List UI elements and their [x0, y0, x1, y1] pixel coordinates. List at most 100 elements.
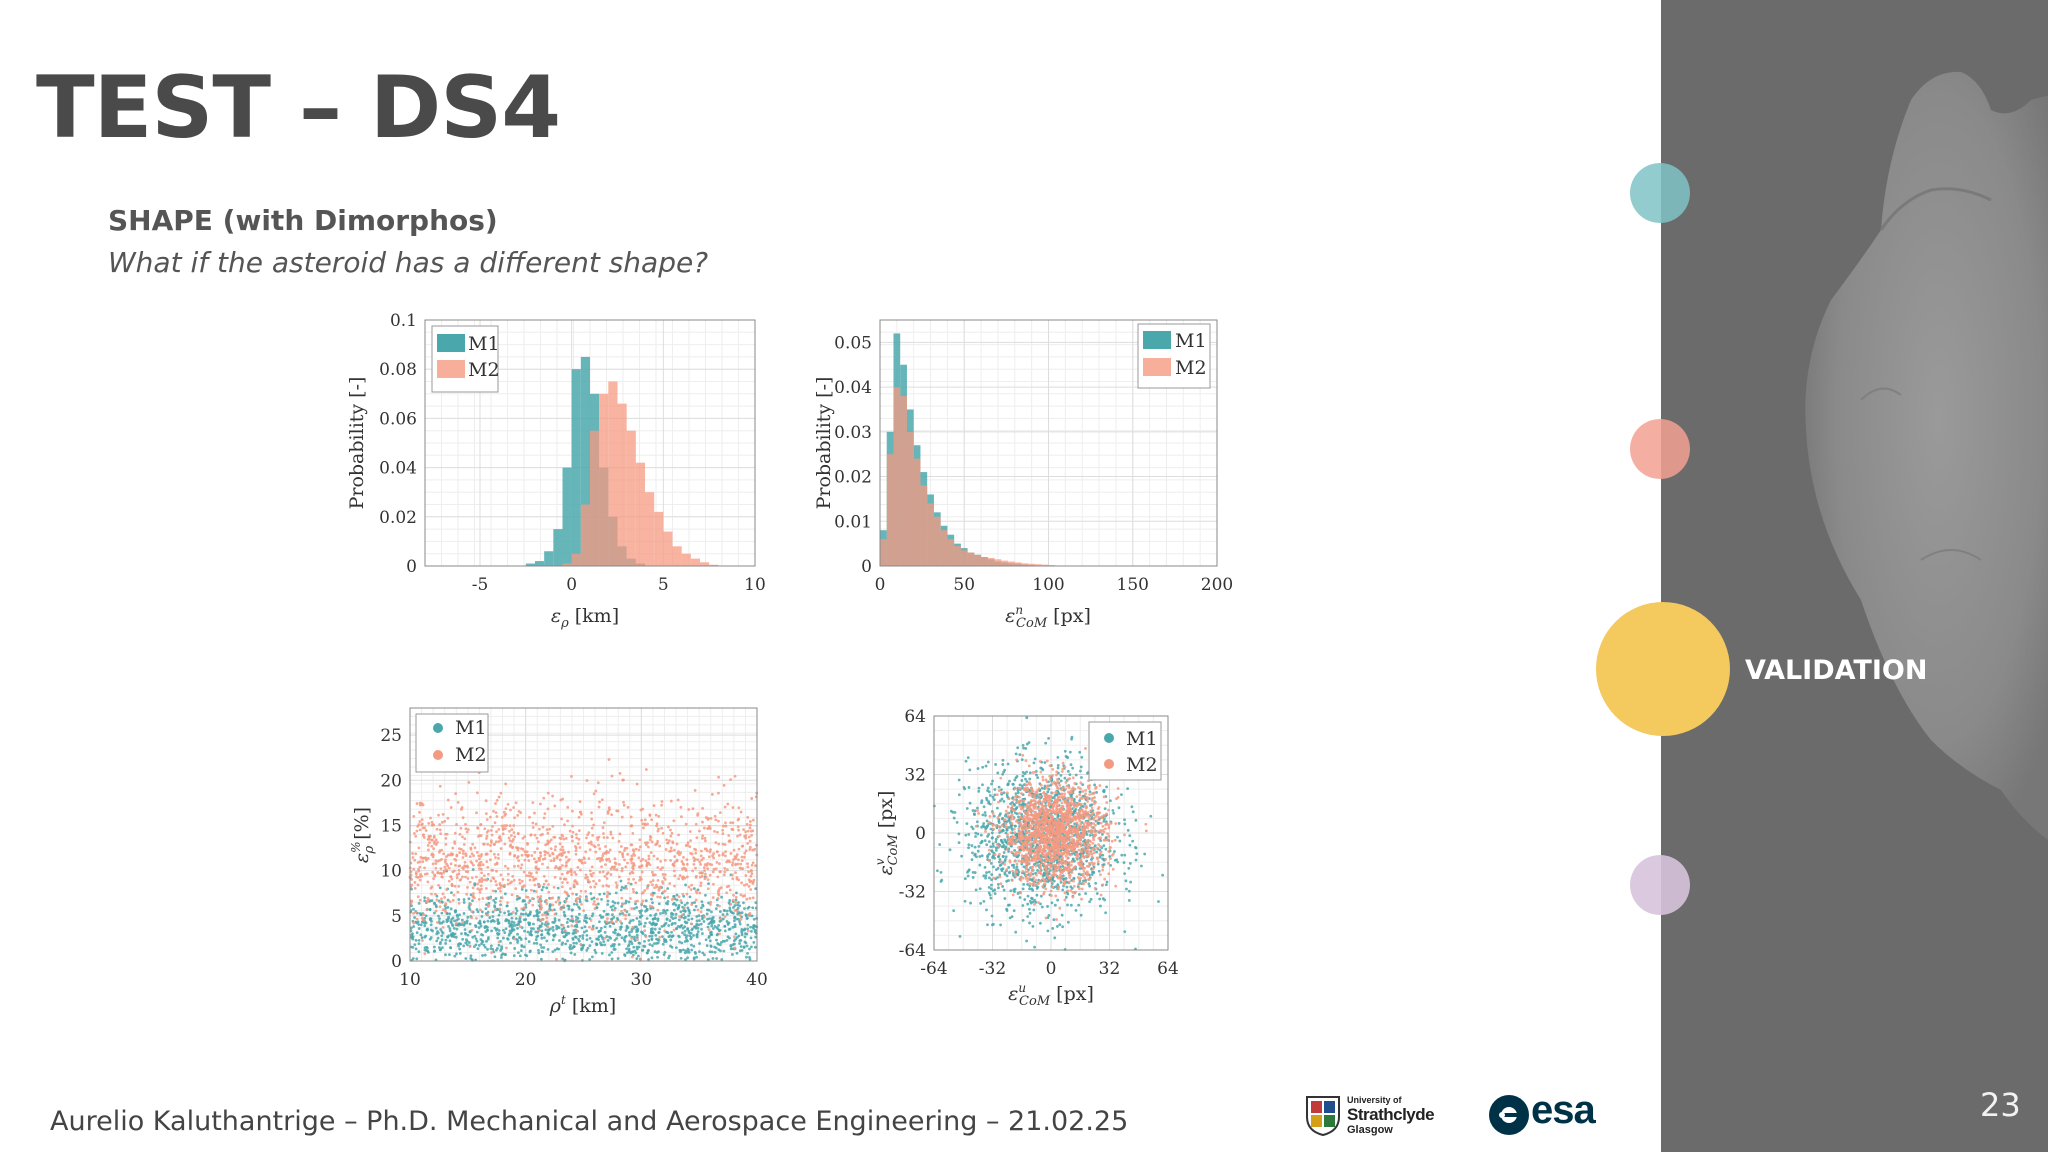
scatter-point-m2 [740, 881, 744, 885]
scatter-point-m2 [741, 844, 745, 848]
scatter-point-m2 [696, 858, 700, 862]
scatter-point-m2 [671, 862, 675, 866]
scatter-point-m2 [661, 866, 664, 870]
scatter-point-m1 [671, 934, 675, 938]
scatter-point-m1 [465, 919, 469, 923]
scatter-point-m2 [729, 778, 732, 782]
scatter-point-m1 [1009, 825, 1013, 828]
scatter-point-m1 [740, 911, 744, 915]
scatter-point-m1 [439, 928, 443, 931]
scatter-point-m2 [1071, 867, 1075, 870]
scatter-point-m1 [1095, 850, 1099, 854]
y-tick-label: 20 [380, 771, 402, 791]
scatter-point-m1 [469, 956, 473, 960]
scatter-point-m1 [446, 935, 449, 939]
scatter-point-m1 [677, 918, 681, 922]
scatter-point-m2 [582, 856, 586, 860]
scatter-point-m2 [454, 792, 458, 796]
scatter-point-m2 [1101, 824, 1105, 828]
scatter-point-m2 [604, 845, 607, 848]
scatter-point-m2 [1021, 753, 1025, 757]
scatter-point-m1 [1104, 911, 1107, 915]
scatter-point-m2 [434, 838, 438, 842]
scatter-point-m1 [1088, 790, 1092, 794]
scatter-point-m1 [709, 920, 713, 924]
scatter-point-m1 [462, 912, 466, 915]
scatter-point-m1 [681, 931, 684, 935]
scatter-point-m1 [491, 918, 495, 922]
scatter-point-m1 [1068, 750, 1072, 754]
scatter-point-m1 [989, 862, 993, 865]
scatter-point-m1 [1117, 806, 1121, 810]
scatter-point-m2 [705, 864, 709, 867]
scatter-point-m1 [665, 931, 669, 934]
scatter-point-m2 [672, 848, 676, 852]
scatter-point-m2 [429, 886, 433, 890]
scatter-point-m2 [510, 893, 514, 897]
scatter-point-m2 [640, 877, 643, 881]
scatter-point-m1 [576, 916, 580, 920]
scatter-point-m1 [1023, 898, 1027, 901]
scatter-point-m1 [985, 843, 989, 847]
scatter-point-m2 [571, 809, 574, 813]
scatter-point-m2 [577, 829, 581, 833]
scatter-point-m2 [538, 898, 542, 902]
scatter-point-m2 [606, 917, 609, 921]
scatter-point-m2 [1097, 815, 1101, 819]
scatter-point-m2 [648, 838, 652, 842]
scatter-point-m1 [974, 835, 977, 838]
scatter-point-m2 [432, 834, 436, 838]
scatter-point-m2 [443, 865, 447, 869]
scatter-point-m1 [475, 939, 479, 943]
scatter-point-m1 [723, 939, 727, 943]
scatter-point-m2 [477, 897, 481, 901]
scatter-point-m2 [1027, 764, 1031, 768]
scatter-point-m2 [1037, 901, 1040, 904]
scatter-point-m2 [650, 818, 653, 822]
scatter-point-m1 [1016, 746, 1020, 750]
scatter-point-m1 [1047, 872, 1051, 876]
scatter-point-m1 [435, 939, 439, 943]
scatter-point-m2 [1077, 887, 1081, 891]
scatter-point-m1 [746, 906, 750, 910]
scatter-point-m2 [749, 829, 753, 833]
scatter-point-m1 [1002, 791, 1006, 795]
scatter-point-m1 [1109, 799, 1112, 803]
scatter-point-m2 [465, 892, 469, 896]
scatter-point-m2 [706, 818, 710, 821]
scatter-point-m2 [657, 815, 661, 818]
scatter-point-m1 [448, 927, 452, 931]
scatter-point-m2 [629, 843, 633, 847]
scatter-point-m1 [996, 866, 1000, 870]
scatter-point-m2 [571, 892, 575, 896]
scatter-point-m2 [1074, 811, 1078, 815]
scatter-point-m2 [486, 913, 489, 917]
scatter-point-m1 [1022, 746, 1025, 750]
scatter-point-m1 [710, 933, 714, 936]
scatter-point-m1 [737, 934, 741, 938]
scatter-point-m1 [674, 916, 677, 920]
legend-m1-marker [433, 723, 443, 733]
scatter-point-m2 [509, 808, 512, 812]
scatter-point-m1 [447, 915, 450, 919]
scatter-point-m1 [593, 948, 597, 952]
scatter-point-m1 [1028, 771, 1032, 775]
scatter-point-m2 [723, 866, 727, 870]
scatter-point-m2 [682, 863, 686, 866]
scatter-point-m2 [1062, 869, 1066, 872]
scatter-point-m1 [564, 942, 568, 946]
scatter-point-m2 [655, 822, 659, 826]
scatter-point-m1 [991, 779, 994, 783]
scatter-point-m1 [1056, 898, 1060, 902]
scatter-point-m1 [634, 951, 638, 955]
scatter-point-m2 [721, 832, 725, 836]
scatter-point-m1 [535, 942, 539, 945]
scatter-point-m2 [462, 843, 466, 846]
scatter-point-m2 [598, 800, 601, 804]
scatter-point-m1 [524, 937, 528, 941]
scatter-point-m1 [664, 921, 668, 925]
scatter-point-m1 [612, 948, 616, 951]
scatter-point-m1 [628, 933, 631, 937]
scatter-point-m1 [738, 904, 742, 908]
scatter-point-m1 [606, 938, 610, 942]
